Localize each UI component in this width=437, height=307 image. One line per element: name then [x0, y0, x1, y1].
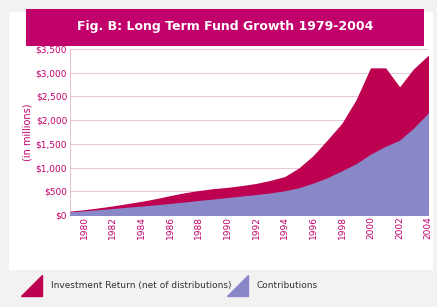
- Text: Investment Return (net of distributions): Investment Return (net of distributions): [51, 281, 231, 290]
- Polygon shape: [227, 275, 248, 296]
- Polygon shape: [21, 275, 42, 296]
- FancyBboxPatch shape: [0, 8, 437, 47]
- Text: Contributions: Contributions: [256, 281, 317, 290]
- Y-axis label: (in millions): (in millions): [23, 103, 33, 161]
- FancyBboxPatch shape: [0, 7, 437, 275]
- Text: Fig. B: Long Term Fund Growth 1979-2004: Fig. B: Long Term Fund Growth 1979-2004: [77, 20, 373, 33]
